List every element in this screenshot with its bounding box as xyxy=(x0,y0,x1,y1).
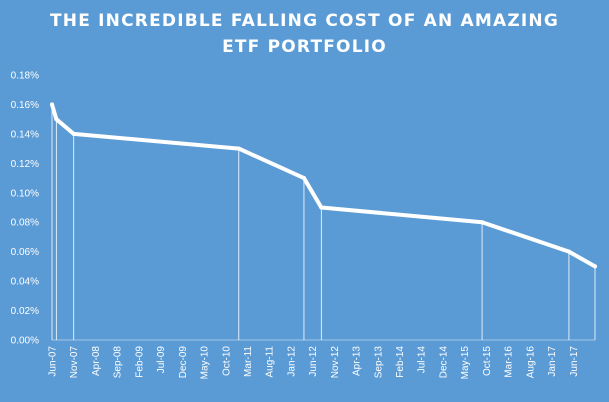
chart-title: THE INCREDIBLE FALLING COST OF AN AMAZIN… xyxy=(0,8,609,60)
data-point xyxy=(480,220,485,225)
x-tick-label: Jun-07 xyxy=(48,346,59,377)
data-point xyxy=(71,131,76,136)
y-tick-label: 0.04% xyxy=(11,277,39,288)
x-tick-label: Jul-14 xyxy=(417,346,428,374)
x-tick-label: Mar-16 xyxy=(504,346,515,378)
chart-title-line-2: ETF PORTFOLIO xyxy=(222,37,387,57)
x-tick-label: Oct-10 xyxy=(221,346,232,376)
x-tick-label: Jun-12 xyxy=(308,346,319,377)
x-tick-label: Jun-17 xyxy=(569,346,580,377)
y-axis: 0.00% 0.02% 0.04% 0.06% 0.08% 0.10% 0.12% 0.14%… xyxy=(11,71,39,347)
x-tick-label: Nov-07 xyxy=(69,346,80,379)
data-point xyxy=(301,176,306,181)
x-tick-label: Sep-13 xyxy=(373,346,384,379)
x-tick-label: May-10 xyxy=(200,346,211,380)
x-tick-label: Apr-13 xyxy=(352,346,363,376)
data-point xyxy=(319,205,324,210)
x-tick-label: Dec-09 xyxy=(178,346,189,379)
x-tick-label: Jul-09 xyxy=(156,346,167,374)
x-tick-label: Aug-16 xyxy=(525,346,536,379)
x-tick-label: Sep-08 xyxy=(113,346,124,379)
x-tick-label: Oct-15 xyxy=(482,346,493,376)
data-point xyxy=(236,146,241,151)
data-point xyxy=(566,249,571,254)
chart-title-line-1: THE INCREDIBLE FALLING COST OF AN AMAZIN… xyxy=(50,11,559,31)
drop-lines xyxy=(51,104,596,340)
data-point xyxy=(593,264,597,269)
x-tick-label: Jan-12 xyxy=(286,346,297,377)
y-tick-label: 0.16% xyxy=(11,100,39,111)
x-tick-label: Apr-08 xyxy=(91,346,102,376)
x-tick-label: Dec-14 xyxy=(438,346,449,379)
series-group xyxy=(50,102,597,269)
series-line xyxy=(50,102,597,269)
y-tick-label: 0.08% xyxy=(11,218,39,229)
y-tick-label: 0.12% xyxy=(11,159,39,170)
y-tick-label: 0.10% xyxy=(11,188,39,199)
x-tick-label: Feb-14 xyxy=(395,346,406,378)
y-tick-label: 0.06% xyxy=(11,247,39,258)
y-tick-label: 0.02% xyxy=(11,306,39,317)
x-axis: Jun-07 Nov-07 Apr-08 Sep-08 Feb-09 Jul-09 Dec-… xyxy=(48,339,595,380)
x-tick-label: Jan-17 xyxy=(547,346,558,377)
x-tick-label: Feb-09 xyxy=(134,346,145,378)
x-tick-label: Nov-12 xyxy=(330,346,341,379)
x-tick-label: Aug-11 xyxy=(265,346,276,378)
data-point xyxy=(50,102,54,107)
y-tick-label: 0.18% xyxy=(11,71,39,82)
y-tick-label: 0.14% xyxy=(11,129,39,140)
x-tick-label: Mar-11 xyxy=(243,346,254,377)
y-tick-label: 0.00% xyxy=(11,336,39,347)
data-point xyxy=(54,117,59,122)
x-tick-label: May-15 xyxy=(460,346,471,380)
